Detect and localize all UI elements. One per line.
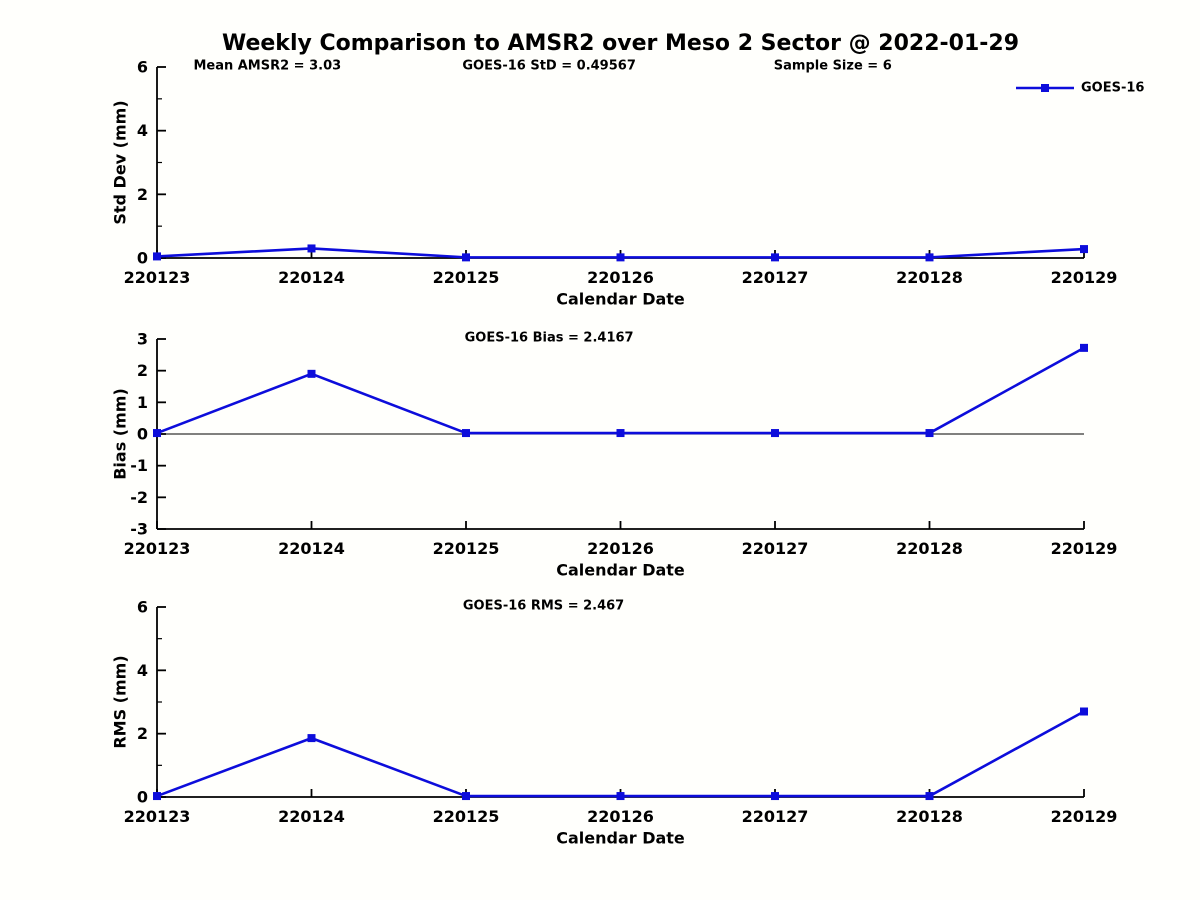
data-marker — [1080, 245, 1088, 254]
data-marker — [1080, 707, 1088, 716]
annotation: GOES-16 Bias = 2.4167 — [465, 331, 634, 346]
data-marker — [616, 792, 625, 801]
chart-title: Weekly Comparison to AMSR2 over Meso 2 S… — [221, 31, 1020, 56]
y-tick-label: -2 — [130, 488, 148, 507]
data-line — [156, 710, 1085, 798]
data-marker — [1080, 343, 1088, 352]
y-tick-label: -3 — [130, 520, 148, 539]
y-tick-label: -1 — [130, 456, 148, 475]
x-tick-label: 220127 — [742, 268, 809, 287]
x-tick-label: 220128 — [896, 807, 963, 826]
annotation: GOES-16 RMS = 2.467 — [463, 599, 624, 614]
data-marker — [462, 792, 470, 801]
data-marker — [462, 429, 470, 438]
y-axis-title: RMS (mm) — [111, 655, 130, 748]
x-tick-label: 220129 — [1051, 539, 1118, 558]
subplot-2: -3 -2 -1 0 1 2 3 220123 220124 220125 220126 220127… — [111, 330, 1118, 580]
y-axis-title: Bias (mm) — [111, 388, 130, 480]
annotation: GOES-16 StD = 0.49567 — [462, 59, 636, 74]
x-tick-label: 220124 — [278, 268, 345, 287]
x-axis-title: Calendar Date — [556, 561, 685, 580]
data-marker — [307, 369, 316, 378]
data-marker — [153, 429, 161, 438]
x-tick-label: 220123 — [124, 807, 191, 826]
x-axis-title: Calendar Date — [556, 290, 685, 309]
data-marker — [307, 734, 316, 743]
data-marker — [925, 253, 934, 262]
y-tick-label: 3 — [137, 330, 148, 349]
x-tick-label: 220126 — [587, 807, 654, 826]
x-tick-label: 220123 — [124, 268, 191, 287]
data-marker — [925, 792, 934, 801]
data-marker — [153, 252, 161, 261]
data-marker — [771, 429, 779, 438]
x-tick-label: 220129 — [1051, 807, 1118, 826]
data-marker — [307, 244, 316, 253]
x-tick-label: 220125 — [433, 268, 500, 287]
x-tick-label: 220124 — [278, 539, 345, 558]
y-tick-label: 0 — [137, 788, 148, 807]
legend-label: GOES-16 — [1081, 81, 1144, 96]
data-marker — [771, 792, 779, 801]
x-axis-title: Calendar Date — [556, 829, 685, 848]
subplot-3: 0 2 4 6 220123 220124 220125 220126 220127 220128… — [111, 598, 1118, 848]
y-tick-label: 2 — [137, 724, 148, 743]
x-tick-label: 220123 — [124, 539, 191, 558]
annotation: Sample Size = 6 — [774, 59, 892, 74]
y-tick-label: 6 — [137, 58, 148, 77]
data-marker — [771, 253, 779, 262]
y-tick-label: 4 — [137, 661, 148, 680]
x-tick-label: 220126 — [587, 539, 654, 558]
data-marker — [925, 429, 934, 438]
legend-marker — [1041, 84, 1049, 92]
x-tick-label: 220125 — [433, 807, 500, 826]
y-tick-label: 0 — [137, 249, 148, 268]
y-tick-label: 4 — [137, 121, 148, 140]
x-tick-label: 220128 — [896, 539, 963, 558]
x-tick-label: 220127 — [742, 807, 809, 826]
x-tick-label: 220127 — [742, 539, 809, 558]
y-tick-label: 0 — [137, 425, 148, 444]
legend: GOES-16 — [1016, 81, 1144, 96]
y-tick-label: 6 — [137, 598, 148, 617]
y-tick-label: 2 — [137, 361, 148, 380]
data-line — [156, 346, 1085, 435]
x-tick-label: 220125 — [433, 539, 500, 558]
annotation: Mean AMSR2 = 3.03 — [193, 59, 341, 74]
x-tick-label: 220129 — [1051, 268, 1118, 287]
data-marker — [616, 253, 625, 262]
data-marker — [153, 792, 161, 801]
y-tick-label: 1 — [137, 393, 148, 412]
data-marker — [616, 429, 625, 438]
x-tick-label: 220126 — [587, 268, 654, 287]
y-axis-title: Std Dev (mm) — [111, 100, 130, 224]
x-tick-label: 220128 — [896, 268, 963, 287]
x-tick-label: 220124 — [278, 807, 345, 826]
subplot-1: 0 2 4 6 220123 220124 220125 220126 220127 220128… — [111, 58, 1145, 309]
y-tick-label: 2 — [137, 185, 148, 204]
data-marker — [462, 253, 470, 262]
